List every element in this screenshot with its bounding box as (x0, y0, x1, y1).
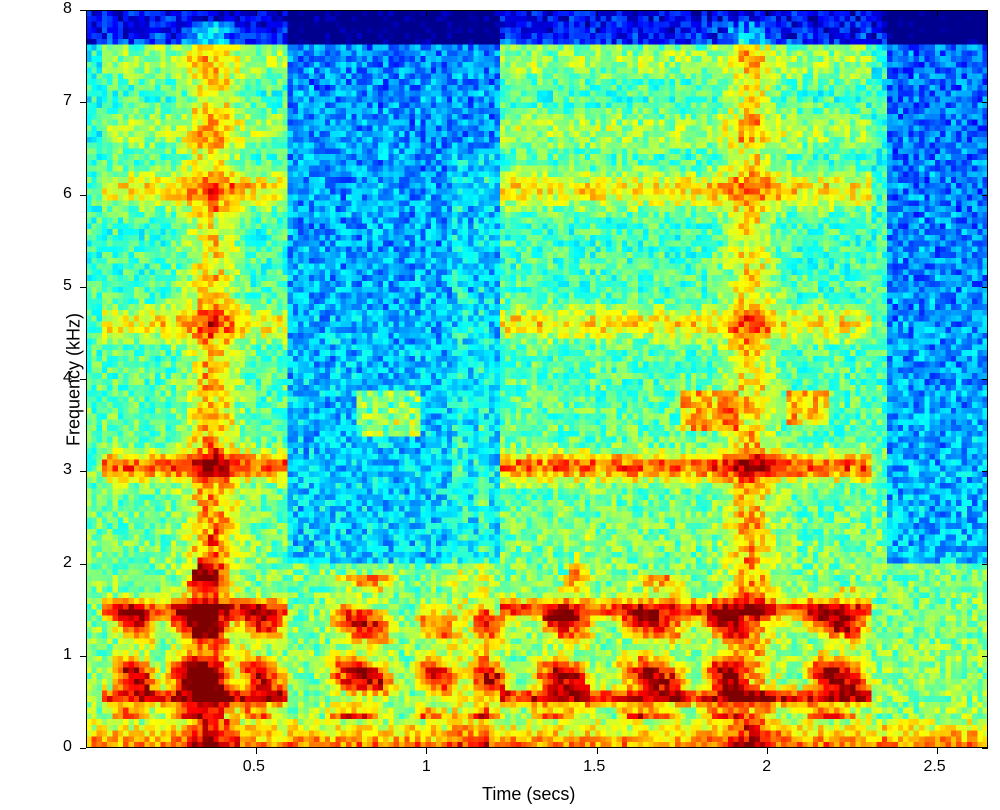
x-tick-top (597, 10, 598, 16)
x-tick-label: 2.5 (923, 758, 945, 776)
y-tick-label: 6 (63, 185, 72, 203)
spectrogram-chart: 0.511.522.5 012345678 Time (secs) Freque… (0, 0, 1000, 810)
x-tick (767, 748, 768, 754)
y-tick (80, 287, 86, 288)
y-tick (80, 656, 86, 657)
y-tick (80, 471, 86, 472)
y-tick-label: 0 (63, 738, 72, 756)
y-tick-label: 2 (63, 554, 72, 572)
y-tick-right (982, 195, 988, 196)
y-tick-label: 1 (63, 646, 72, 664)
y-tick-right (982, 748, 988, 749)
x-tick-top (256, 10, 257, 16)
y-tick-right (982, 656, 988, 657)
x-axis-label: Time (secs) (482, 784, 575, 805)
y-tick-label: 7 (63, 92, 72, 110)
spectrogram-heatmap (86, 10, 988, 748)
x-tick (256, 748, 257, 754)
x-tick (937, 748, 938, 754)
y-tick (80, 102, 86, 103)
y-tick (80, 564, 86, 565)
y-tick-right (982, 10, 988, 11)
y-tick-label: 5 (63, 277, 72, 295)
y-tick-label: 8 (63, 0, 72, 18)
y-tick (80, 748, 86, 749)
y-tick (80, 195, 86, 196)
y-axis-label: Frequency (kHz) (64, 310, 85, 450)
x-tick-label: 1 (422, 758, 431, 776)
y-tick-right (982, 564, 988, 565)
x-tick-label: 2 (762, 758, 771, 776)
y-tick-right (982, 379, 988, 380)
y-tick-right (982, 287, 988, 288)
x-tick-top (426, 10, 427, 16)
x-tick-top (937, 10, 938, 16)
y-tick-right (982, 471, 988, 472)
plot-area (86, 10, 988, 748)
x-tick-top (767, 10, 768, 16)
x-tick (426, 748, 427, 754)
x-tick-label: 0.5 (243, 758, 265, 776)
y-tick-right (982, 102, 988, 103)
x-tick (597, 748, 598, 754)
x-tick-label: 1.5 (583, 758, 605, 776)
y-tick-label: 3 (63, 461, 72, 479)
y-tick (80, 10, 86, 11)
